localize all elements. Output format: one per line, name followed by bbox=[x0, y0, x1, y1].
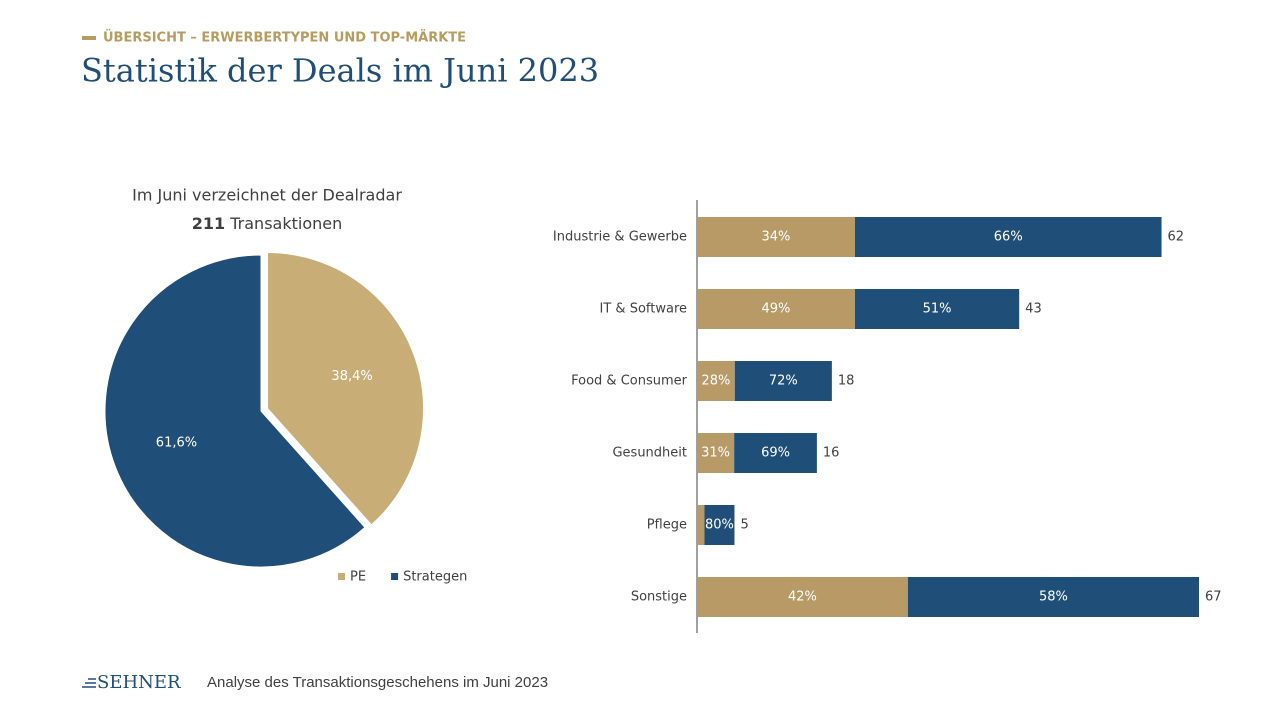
pie-total: 211 bbox=[192, 214, 225, 233]
bar-label: 51% bbox=[923, 302, 952, 317]
total-label: 62 bbox=[1168, 230, 1185, 245]
bar-segment bbox=[734, 361, 832, 401]
total-label: 5 bbox=[740, 518, 748, 533]
bar-segment bbox=[697, 361, 735, 401]
logo-icon bbox=[82, 678, 96, 688]
legend-label: Strategen bbox=[403, 570, 467, 585]
bar-label: 42% bbox=[788, 590, 817, 605]
bar-label: 34% bbox=[762, 230, 791, 245]
bar-label: 80% bbox=[705, 518, 734, 533]
pie-subtitle: 211 Transaktionen bbox=[192, 214, 342, 233]
total-label: 18 bbox=[838, 374, 855, 389]
bar-segment bbox=[704, 505, 735, 545]
bar-label: 58% bbox=[1039, 590, 1068, 605]
kicker: ÜBERSICHT – ERWERBERTYPEN UND TOP-MÄRKTE bbox=[103, 30, 466, 46]
bar-label: 31% bbox=[701, 446, 730, 461]
category-label: Food & Consumer bbox=[571, 374, 688, 389]
pie-label: 38,4% bbox=[331, 369, 372, 384]
bar-segment bbox=[854, 289, 1020, 329]
category-label: IT & Software bbox=[600, 302, 687, 317]
legend-label: PE bbox=[350, 570, 366, 585]
bar-segment bbox=[697, 289, 855, 329]
footer-text: Analyse des Transaktionsgeschehens im Ju… bbox=[207, 674, 548, 691]
pie-total-label: Transaktionen bbox=[229, 214, 342, 233]
legend-swatch bbox=[338, 573, 345, 580]
pie-title: Im Juni verzeichnet der Dealradar bbox=[132, 186, 402, 205]
pie-label: 61,6% bbox=[156, 436, 197, 451]
slide-title: Statistik der Deals im Juni 2023 bbox=[81, 52, 599, 90]
total-label: 43 bbox=[1025, 302, 1042, 317]
category-label: Pflege bbox=[647, 518, 687, 533]
legend-swatch bbox=[391, 573, 399, 580]
logo: SEHNER bbox=[97, 672, 181, 693]
bar-label: 66% bbox=[994, 230, 1023, 245]
total-label: 67 bbox=[1205, 590, 1222, 605]
pie-slice bbox=[267, 252, 425, 526]
category-label: Gesundheit bbox=[612, 446, 687, 461]
category-label: Industrie & Gewerbe bbox=[553, 230, 687, 245]
bar-segment bbox=[907, 577, 1199, 617]
bar-label: 49% bbox=[761, 302, 790, 317]
bar-segment bbox=[854, 217, 1162, 257]
total-label: 16 bbox=[823, 446, 840, 461]
bar-segment bbox=[697, 217, 855, 257]
pie-slice bbox=[104, 254, 366, 568]
category-label: Sonstige bbox=[631, 590, 687, 605]
bar-label: 28% bbox=[701, 374, 730, 389]
bar-segment bbox=[697, 577, 908, 617]
bar-segment bbox=[734, 433, 817, 473]
bar-segment bbox=[697, 505, 705, 545]
kicker-bar bbox=[82, 36, 96, 40]
bar-segment bbox=[697, 433, 735, 473]
bar-label: 72% bbox=[769, 374, 798, 389]
bar-label: 69% bbox=[761, 446, 790, 461]
